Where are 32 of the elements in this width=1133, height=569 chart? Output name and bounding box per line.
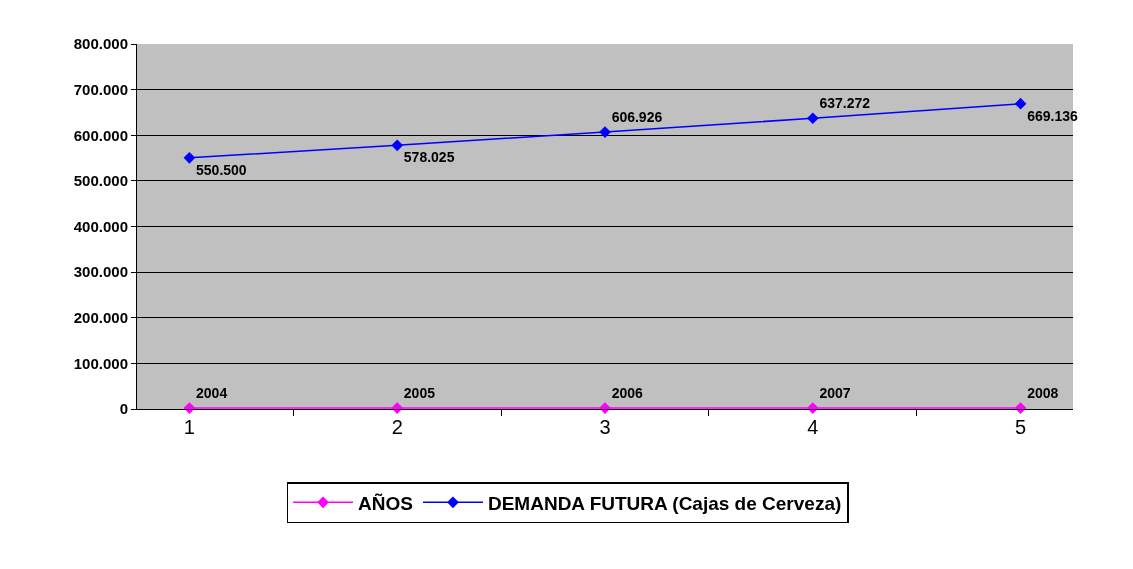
x-tick-label: 1 <box>183 416 195 438</box>
y-tick-label: 400.000 <box>73 217 128 235</box>
data-label: 2007 <box>819 384 851 401</box>
point <box>183 151 196 164</box>
point <box>1014 402 1027 414</box>
y-tick-label: 800.000 <box>73 35 128 53</box>
point <box>391 139 404 152</box>
y-tick-label: 0 <box>119 400 128 418</box>
data-label: 578.025 <box>403 149 455 166</box>
y-tick-label: 600.000 <box>73 126 128 144</box>
data-label: 2005 <box>403 384 436 401</box>
point <box>183 402 196 414</box>
legend-label: DEMANDA FUTURA (Cajas de Cerveza) <box>487 492 842 514</box>
data-label: 606.926 <box>611 108 663 125</box>
point <box>1014 97 1027 110</box>
data-label: 2004 <box>196 384 228 401</box>
data-label: 2006 <box>611 384 643 401</box>
x-tick-label: 3 <box>599 416 611 438</box>
x-tick-label: 4 <box>807 416 819 438</box>
data-label: 2008 <box>1027 384 1059 401</box>
data-label: 550.500 <box>196 161 247 178</box>
x-tick-label: 5 <box>1015 416 1027 438</box>
y-tick-label: 500.000 <box>73 172 128 190</box>
y-tick-label: 100.000 <box>73 354 128 372</box>
x-tick-label: 2 <box>391 416 403 438</box>
legend-label: AÑOS <box>358 492 413 514</box>
y-tick-label: 700.000 <box>73 80 128 98</box>
y-tick-label: 300.000 <box>73 263 128 281</box>
point <box>806 112 819 125</box>
data-label: 669.136 <box>1027 107 1079 124</box>
y-tick-label: 200.000 <box>73 309 128 326</box>
data-label: 637.272 <box>819 95 871 112</box>
